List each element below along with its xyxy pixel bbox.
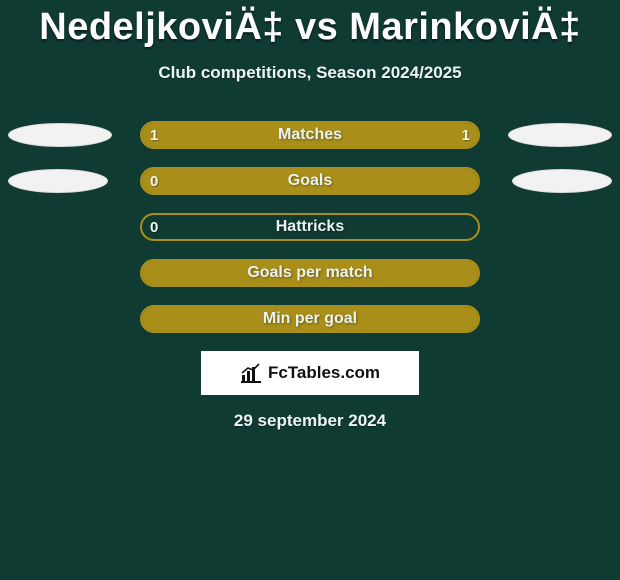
player-right-marker: [508, 123, 612, 147]
player-left-marker: [8, 123, 112, 147]
stat-value-left: 1: [150, 121, 158, 149]
stat-label: Goals per match: [142, 261, 478, 285]
footer-brand-box: FcTables.com: [201, 351, 419, 395]
stat-row: Min per goal: [0, 305, 620, 333]
player-right-marker: [512, 169, 612, 193]
stat-bar: Matches: [140, 121, 480, 149]
page-subtitle: Club competitions, Season 2024/2025: [0, 63, 620, 83]
stat-value-left: 0: [150, 213, 158, 241]
stat-row: Hattricks0: [0, 213, 620, 241]
stat-label: Goals: [142, 169, 478, 193]
stat-bar: Goals per match: [140, 259, 480, 287]
stat-value-left: 0: [150, 167, 158, 195]
stat-row: Matches1 1: [0, 121, 620, 149]
stat-value-right: 1: [462, 121, 470, 149]
bar-chart-icon: [240, 363, 262, 383]
footer-brand-text: FcTables.com: [268, 363, 380, 383]
player-left-marker: [8, 169, 108, 193]
stat-row: Goals0: [0, 167, 620, 195]
stat-label: Min per goal: [142, 307, 478, 331]
stat-rows: Matches11Goals0Hattricks0Goals per match…: [0, 121, 620, 333]
stat-bar: Goals: [140, 167, 480, 195]
stat-row: Goals per match: [0, 259, 620, 287]
stat-label: Matches: [142, 123, 478, 147]
page-title: NedeljkoviÄ‡ vs MarinkoviÄ‡: [0, 0, 620, 49]
footer-date: 29 september 2024: [0, 411, 620, 431]
stat-label: Hattricks: [142, 215, 478, 239]
stat-bar: Min per goal: [140, 305, 480, 333]
stat-bar: Hattricks: [140, 213, 480, 241]
